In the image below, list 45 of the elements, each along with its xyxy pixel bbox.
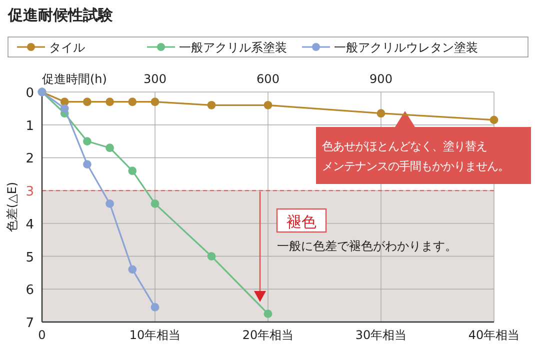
point [83, 160, 92, 168]
annotation: 一般に色差で褪色がわかります。 [277, 239, 457, 253]
point [106, 144, 114, 152]
x2-axis-title: 促進時間(h) [42, 72, 107, 86]
point [60, 104, 69, 113]
chart-title: 促進耐候性試験 [7, 6, 114, 24]
x-tick-label: 30年相当 [355, 328, 407, 342]
x2-tick-label: 300 [144, 72, 166, 86]
legend-label: 一般アクリル系塗装 [179, 40, 287, 54]
point [150, 98, 160, 106]
y-tick-label: 3 [26, 184, 34, 200]
point [106, 98, 114, 106]
annotation: 色あせがほとんどなく、塗り替え [322, 140, 487, 153]
point [207, 252, 216, 260]
point [83, 98, 92, 106]
y-tick-label: 6 [26, 283, 34, 298]
x-tick-label: 10年相当 [129, 328, 181, 342]
point [150, 200, 160, 208]
point [106, 200, 114, 208]
point [264, 100, 272, 110]
point [150, 303, 160, 312]
point [490, 116, 498, 124]
x-tick-label: 20年相当 [242, 328, 294, 342]
y-tick-label: 5 [26, 250, 34, 266]
y-tick-label: 1 [26, 118, 34, 134]
point [264, 310, 272, 318]
y-tick-label: 4 [26, 217, 34, 232]
x2-tick-label: 900 [370, 72, 392, 86]
legend-label: 一般アクリルウレタン塗装 [334, 40, 478, 54]
x2-tick-label: 600 [256, 72, 280, 86]
point [83, 137, 92, 146]
legend-label: タイル [49, 40, 85, 54]
annotation: 褪色 [286, 213, 316, 231]
x-tick-label: 0 [38, 328, 46, 342]
x-tick-label: 40年相当 [468, 328, 520, 342]
point [128, 98, 137, 106]
point [376, 109, 386, 118]
y-tick-label: 7 [26, 316, 34, 331]
y-tick-label: 0 [26, 86, 34, 101]
point [207, 100, 216, 110]
point [128, 265, 137, 274]
y-tick-label: 2 [26, 152, 34, 167]
annotation: メンテナンスの手間もかかりません。 [322, 160, 509, 173]
point [128, 166, 137, 176]
y-axis-title: 色差(△E) [5, 182, 19, 232]
